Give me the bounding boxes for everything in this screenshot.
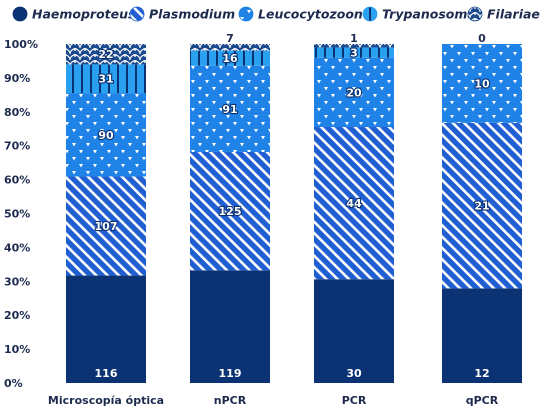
bar-segment-leucocytozoon bbox=[442, 44, 522, 123]
legend-swatch bbox=[362, 6, 378, 22]
data-label: 44 bbox=[346, 197, 362, 210]
legend-label: Haemoproteus bbox=[32, 7, 135, 22]
y-tick-label: 40% bbox=[4, 241, 30, 254]
y-axis: 0% 10% 20% 30% 40% 50% 60% 70% 80% 90% 100% bbox=[4, 38, 38, 390]
bar-segment-leucocytozoon bbox=[314, 57, 394, 128]
bar-segment-haemoproteus bbox=[190, 270, 270, 383]
bar-segment-plasmodium bbox=[190, 151, 270, 271]
bar-qpcr: 12 21 10 0 bbox=[442, 32, 522, 383]
data-label: 10 bbox=[474, 77, 490, 90]
bar-segment-plasmodium bbox=[66, 176, 146, 276]
legend-label: Plasmodium bbox=[149, 7, 235, 22]
legend-label: Leucocytozoon bbox=[258, 7, 363, 22]
y-tick-label: 60% bbox=[4, 174, 30, 187]
data-label: 0 bbox=[478, 32, 486, 45]
x-tick-label: PCR bbox=[342, 394, 367, 407]
bar-segment-trypanosoma bbox=[314, 47, 394, 58]
bar-microscopia-optica: 116 107 90 31 22 bbox=[66, 44, 146, 383]
bar-segment-leucocytozoon bbox=[66, 93, 146, 177]
y-tick-label: 90% bbox=[4, 72, 30, 85]
data-label: 125 bbox=[219, 205, 242, 218]
data-label: 119 bbox=[219, 367, 242, 380]
legend-swatch bbox=[12, 6, 28, 22]
x-tick-label: Microscopía óptica bbox=[48, 394, 164, 407]
bar-segment-plasmodium bbox=[442, 122, 522, 289]
x-tick-label: qPCR bbox=[466, 394, 499, 407]
bar-segment-plasmodium bbox=[314, 127, 394, 280]
data-label: 90 bbox=[98, 129, 114, 142]
data-label: 91 bbox=[222, 103, 237, 116]
bar-segment-filariae bbox=[190, 44, 270, 51]
y-tick-label: 50% bbox=[4, 208, 30, 221]
y-tick-label: 100% bbox=[4, 38, 38, 51]
bar-pcr: 30 44 20 3 1 bbox=[314, 32, 394, 383]
legend-item-filariae: Filariae bbox=[467, 6, 540, 22]
data-label: 16 bbox=[222, 52, 238, 65]
data-label: 107 bbox=[95, 220, 118, 233]
data-label: 21 bbox=[474, 200, 489, 213]
y-tick-label: 80% bbox=[4, 106, 30, 119]
data-label: 30 bbox=[346, 367, 362, 380]
bar-segment-trypanosoma bbox=[190, 50, 270, 66]
bar-segment-haemoproteus bbox=[66, 275, 146, 383]
legend-label: Trypanosoma bbox=[382, 7, 476, 22]
x-axis: Microscopía óptica nPCR PCR qPCR bbox=[48, 394, 499, 407]
bar-segment-haemoproteus bbox=[314, 279, 394, 383]
legend: Haemoproteus Plasmodium Leucocytozoon Trypa… bbox=[12, 6, 540, 22]
y-tick-label: 30% bbox=[4, 275, 30, 288]
y-tick-label: 70% bbox=[4, 140, 30, 153]
data-label: 7 bbox=[226, 32, 234, 45]
legend-swatch bbox=[238, 6, 254, 22]
legend-item-plasmodium: Plasmodium bbox=[129, 6, 235, 22]
bar-segment-filariae bbox=[66, 44, 146, 65]
data-label: 1 bbox=[350, 32, 358, 45]
y-tick-label: 0% bbox=[4, 377, 23, 390]
legend-item-trypanosoma: Trypanosoma bbox=[362, 6, 476, 22]
data-label: 20 bbox=[346, 86, 362, 99]
bar-npcr: 119 125 91 16 7 bbox=[190, 32, 270, 383]
legend-label: Filariae bbox=[487, 7, 540, 22]
data-label: 22 bbox=[98, 48, 113, 61]
bar-segment-leucocytozoon bbox=[190, 65, 270, 152]
y-tick-label: 10% bbox=[4, 343, 30, 356]
data-label: 3 bbox=[350, 47, 358, 60]
legend-item-leucocytozoon: Leucocytozoon bbox=[238, 6, 363, 22]
data-label: 12 bbox=[474, 367, 489, 380]
bar-segment-trypanosoma bbox=[66, 64, 146, 94]
legend-item-haemoproteus: Haemoproteus bbox=[12, 6, 135, 22]
x-tick-label: nPCR bbox=[214, 394, 247, 407]
data-label: 116 bbox=[95, 367, 118, 380]
y-tick-label: 20% bbox=[4, 309, 30, 322]
bar-segment-haemoproteus bbox=[442, 288, 522, 383]
data-label: 31 bbox=[98, 73, 113, 86]
legend-swatch bbox=[467, 6, 483, 22]
bar-segment-filariae bbox=[314, 44, 394, 48]
legend-swatch bbox=[129, 6, 145, 22]
